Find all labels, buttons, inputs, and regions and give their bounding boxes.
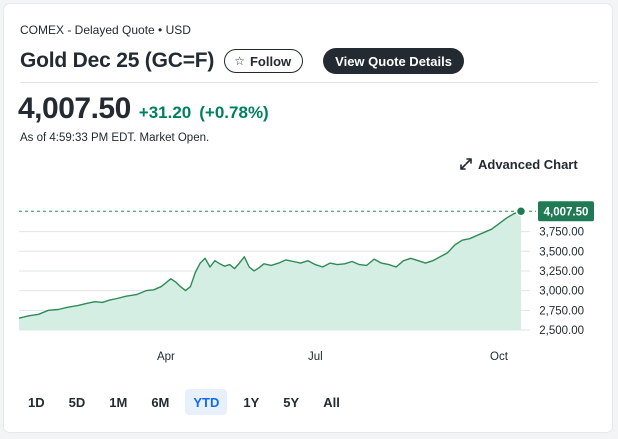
as-of-timestamp: As of 4:59:33 PM EDT. Market Open. <box>20 132 210 144</box>
y-tick-label: 3,250.00 <box>539 266 584 278</box>
divider <box>20 82 598 83</box>
advanced-chart-label: Advanced Chart <box>478 156 578 172</box>
y-tick-label: 2,750.00 <box>539 305 584 317</box>
follow-label: Follow <box>249 53 292 69</box>
range-selector: 1D 5D 1M 6M YTD 1Y 5Y All <box>20 389 356 415</box>
range-button-5y[interactable]: 5Y <box>283 394 300 410</box>
expand-icon <box>460 158 472 170</box>
last-price-badge: 4,007.50 <box>538 201 594 222</box>
x-tick-label: Apr <box>157 351 175 363</box>
price-line <box>18 210 522 319</box>
range-button-1d[interactable]: 1D <box>28 394 45 410</box>
last-price-marker <box>515 206 527 217</box>
y-tick-label: 3,000.00 <box>539 286 584 298</box>
x-tick-label: Jul <box>308 351 323 363</box>
price-chart[interactable]: 3,750.00 3,500.00 3,250.00 3,000.00 2,750.00… <box>4 184 612 364</box>
last-price-badge-label: 4,007.50 <box>544 206 589 218</box>
price-area-fill <box>19 211 521 330</box>
range-button-ytd[interactable]: YTD <box>185 389 228 415</box>
x-tick-label: Oct <box>490 351 509 363</box>
y-tick-label: 2,500.00 <box>539 325 584 337</box>
page-title: Gold Dec 25 (GC=F) <box>20 49 215 72</box>
y-tick-label: 3,500.00 <box>539 246 584 258</box>
price-row: 4,007.50 +31.20 (+0.78%) <box>18 92 269 128</box>
price-change: +31.20 <box>138 103 192 122</box>
y-tick-label: 3,750.00 <box>539 227 584 239</box>
exchange-meta: COMEX - Delayed Quote • USD <box>20 23 191 37</box>
range-button-all[interactable]: All <box>323 394 340 410</box>
range-button-6m[interactable]: 6M <box>151 394 170 410</box>
view-quote-details-button[interactable]: View Quote Details <box>323 48 464 74</box>
advanced-chart-link[interactable]: Advanced Chart <box>460 155 578 173</box>
price-change-percent: (+0.78%) <box>199 103 269 122</box>
current-price: 4,007.50 <box>18 92 131 125</box>
title-row: Gold Dec 25 (GC=F) ☆ Follow View Quote D… <box>20 46 464 76</box>
follow-button[interactable]: ☆ Follow <box>224 49 304 73</box>
range-button-5d[interactable]: 5D <box>68 394 86 410</box>
star-icon: ☆ <box>234 54 245 68</box>
last-price-badge-bg <box>538 201 594 222</box>
quote-card: COMEX - Delayed Quote • USD Gold Dec 25 … <box>4 4 612 432</box>
range-button-1y[interactable]: 1Y <box>243 394 260 410</box>
range-button-1m[interactable]: 1M <box>109 394 128 410</box>
